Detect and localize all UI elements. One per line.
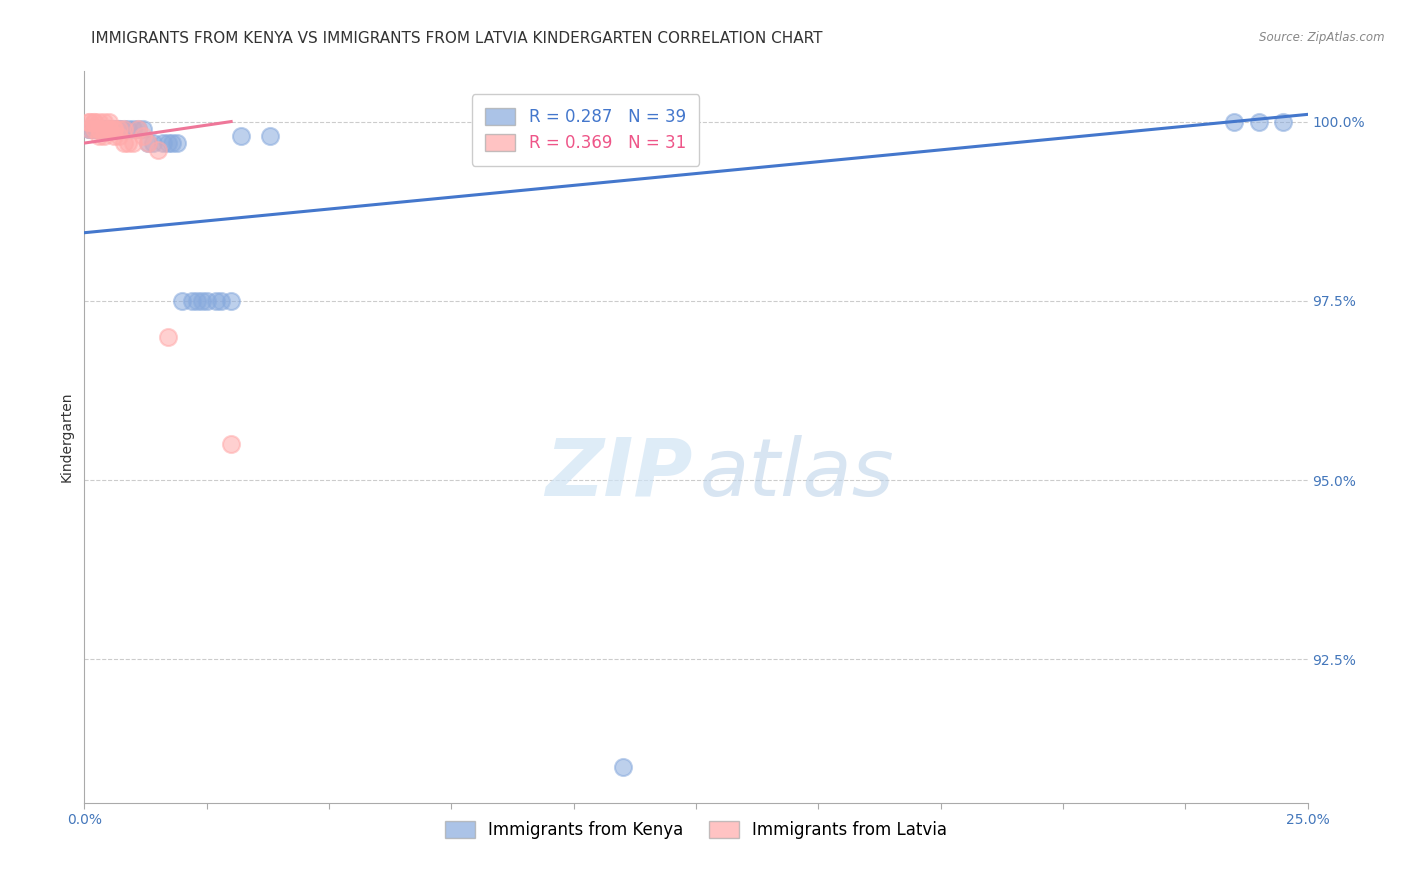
Point [83,114,105,128]
Point [136,136,159,150]
Point [97,114,120,128]
Point [132,121,155,136]
Point [112,121,135,136]
Point [83,121,105,136]
Point [97,121,120,136]
Point [209,293,232,308]
Point [156,329,179,343]
Point [93,121,115,136]
Point [107,121,129,136]
Point [103,121,125,136]
Point [229,128,252,143]
Point [77,114,100,128]
Point [93,128,115,143]
Point [186,293,208,308]
Point [103,121,125,136]
Point [1247,114,1270,128]
Point [77,121,100,136]
Point [122,136,145,150]
Point [127,121,149,136]
Point [83,114,105,128]
Point [112,136,135,150]
Point [112,121,135,136]
Point [87,121,110,136]
Point [166,136,188,150]
Point [77,121,100,136]
Point [117,136,139,150]
Legend: Immigrants from Kenya, Immigrants from Latvia: Immigrants from Kenya, Immigrants from L… [439,814,953,846]
Point [136,136,159,150]
Point [219,293,242,308]
Point [205,293,228,308]
Text: ZIP: ZIP [546,434,692,513]
Point [97,121,120,136]
Point [97,121,120,136]
Point [1223,114,1246,128]
Y-axis label: Kindergarten: Kindergarten [59,392,73,483]
Point [103,128,125,143]
Point [87,121,110,136]
Point [83,121,105,136]
Point [107,121,129,136]
Text: atlas: atlas [700,434,894,513]
Point [152,136,174,150]
Point [77,114,100,128]
Point [87,114,110,128]
Point [87,121,110,136]
Point [612,760,634,774]
Point [117,121,139,136]
Point [259,128,281,143]
Point [97,121,120,136]
Text: IMMIGRANTS FROM KENYA VS IMMIGRANTS FROM LATVIA KINDERGARTEN CORRELATION CHART: IMMIGRANTS FROM KENYA VS IMMIGRANTS FROM… [91,31,823,46]
Point [1272,114,1295,128]
Point [195,293,218,308]
Point [93,121,115,136]
Point [132,128,155,143]
Point [103,121,125,136]
Point [142,136,165,150]
Point [162,136,184,150]
Point [97,121,120,136]
Point [107,128,129,143]
Point [122,121,145,136]
Point [181,293,204,308]
Point [219,437,242,451]
Point [172,293,194,308]
Point [156,136,179,150]
Point [93,121,115,136]
Text: Source: ZipAtlas.com: Source: ZipAtlas.com [1260,31,1385,45]
Point [191,293,214,308]
Point [87,121,110,136]
Point [93,114,115,128]
Point [77,121,100,136]
Point [127,121,149,136]
Point [83,121,105,136]
Point [107,121,129,136]
Point [146,143,169,157]
Point [103,121,125,136]
Point [87,128,110,143]
